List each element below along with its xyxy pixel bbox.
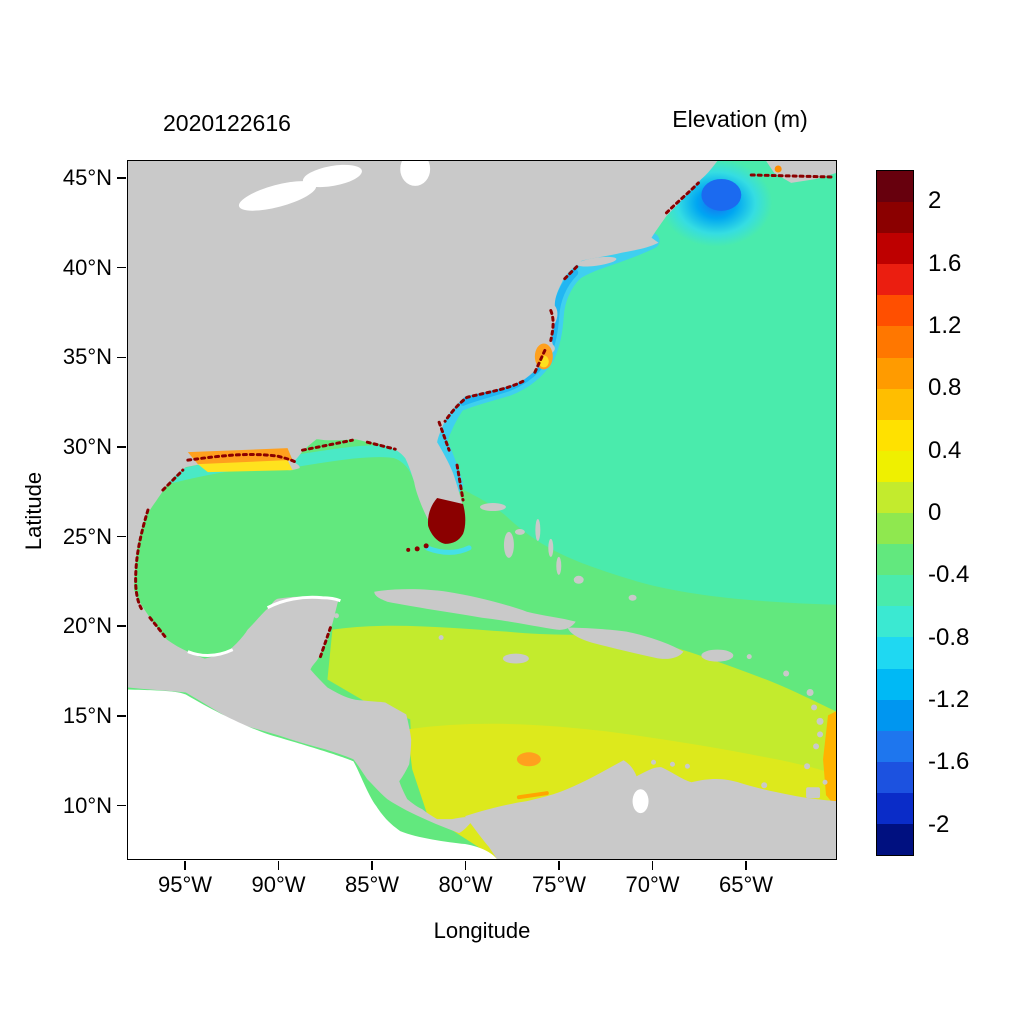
coastal-surge-speckles xyxy=(134,173,833,659)
y-tick-mark xyxy=(117,625,126,628)
lake-maracaibo xyxy=(632,789,649,814)
louisiana-shelf-high xyxy=(187,448,293,473)
y-tick-label: 15°N xyxy=(62,702,112,728)
y-tick-label: 10°N xyxy=(62,792,112,818)
south-florida-surge-blob xyxy=(406,498,466,552)
hispaniola-island xyxy=(567,627,684,659)
caribbean-islands xyxy=(333,503,828,799)
colorbar-segment xyxy=(877,264,913,296)
x-tick-mark xyxy=(371,861,373,870)
colorbar-segment xyxy=(877,171,913,203)
yucatan-white-fringe xyxy=(187,595,341,657)
colorbar-segment xyxy=(877,326,913,358)
x-tick-label: 75°W xyxy=(531,872,587,897)
colorbar-segment xyxy=(877,388,913,420)
colorbar-segment xyxy=(877,823,913,856)
colorbar-tick-label: 0.8 xyxy=(928,374,962,402)
jamaica-island xyxy=(502,653,529,664)
y-tick-mark xyxy=(117,266,126,269)
colorbar-segment xyxy=(877,730,913,762)
colorbar-segment xyxy=(877,202,913,234)
gulf-of-maine-low-core xyxy=(701,178,742,211)
y-tick-label: 30°N xyxy=(62,433,112,459)
y-tick-label: 45°N xyxy=(62,165,112,190)
x-tick-mark xyxy=(745,861,747,870)
plot-timestamp: 2020122616 xyxy=(163,110,291,136)
x-tick-label: 70°W xyxy=(625,872,680,897)
colorbar-segment xyxy=(877,544,913,576)
colorbar-segment xyxy=(877,699,913,731)
cayman-island xyxy=(438,635,444,641)
y-tick-mark xyxy=(117,356,126,359)
x-tick-label: 80°W xyxy=(438,872,493,897)
y-tick-mark xyxy=(117,804,126,807)
colorbar-segment xyxy=(877,419,913,451)
colorbar-tick-label: 0.4 xyxy=(928,436,962,464)
x-tick-label: 95°W xyxy=(157,872,213,897)
y-tick-mark xyxy=(117,446,126,448)
trinidad-island xyxy=(806,787,821,799)
north-america-land xyxy=(128,161,718,834)
plot-title: Elevation (m) xyxy=(672,106,808,132)
colorbar-tick-label: -2 xyxy=(928,810,950,838)
colorbar-tick-label: -1.6 xyxy=(928,748,970,776)
colorbar-segment xyxy=(877,668,913,700)
pacific-no-data-region xyxy=(128,689,497,859)
cozumel-island xyxy=(333,613,339,619)
colorbar-segment xyxy=(877,481,913,514)
colorbar-segment xyxy=(877,637,913,669)
map-plot-area xyxy=(127,160,837,860)
puerto-rico-island xyxy=(701,649,734,662)
x-tick-mark xyxy=(184,861,186,870)
colorbar-segment xyxy=(877,357,913,389)
colorbar-tick-label: 1.2 xyxy=(928,311,962,339)
y-tick-label: 40°N xyxy=(62,254,112,280)
colorbar-segment xyxy=(877,575,913,607)
great-lakes xyxy=(238,161,431,211)
map-canvas xyxy=(128,161,836,859)
colorbar-segment xyxy=(877,295,913,327)
colorbar-segment xyxy=(877,450,913,482)
colorbar-segment xyxy=(877,513,913,545)
colorbar-tick-label: 0 xyxy=(928,499,942,526)
colorbar xyxy=(876,170,914,856)
y-tick-label: 20°N xyxy=(62,613,112,639)
minor-orange-anomalies xyxy=(516,165,782,800)
long-island xyxy=(576,256,617,267)
colorbar-tick-label: -0.4 xyxy=(928,561,970,589)
colorbar-segment xyxy=(877,792,913,824)
y-tick-mark xyxy=(117,535,126,538)
x-tick-label: 90°W xyxy=(251,872,306,897)
florida-straits-fringe xyxy=(424,545,472,555)
x-tick-mark xyxy=(277,861,280,870)
x-tick-label: 65°W xyxy=(718,872,774,897)
south-america-land xyxy=(465,760,836,859)
y-tick-label: 35°N xyxy=(62,344,112,370)
x-tick-mark xyxy=(464,861,467,870)
x-axis-label: Longitude xyxy=(433,918,531,943)
y-tick-mark xyxy=(117,177,126,179)
colorbar-segment xyxy=(877,606,913,638)
x-tick-label: 85°W xyxy=(344,872,400,897)
colorbar-tick-label: -1.2 xyxy=(928,686,970,714)
x-tick-mark xyxy=(651,861,654,870)
nova-scotia-land xyxy=(766,161,836,183)
colorbar-tick-label: -0.8 xyxy=(928,623,970,651)
y-tick-label: 25°N xyxy=(62,523,112,549)
colorbar-segment xyxy=(877,761,913,793)
cuba-island xyxy=(374,589,576,630)
colorbar-tick-label: 1.6 xyxy=(928,249,962,277)
x-tick-mark xyxy=(558,861,560,870)
colorbar-segment xyxy=(877,233,913,265)
y-tick-mark xyxy=(117,715,126,717)
colorbar-tick-label: 2 xyxy=(928,187,942,215)
